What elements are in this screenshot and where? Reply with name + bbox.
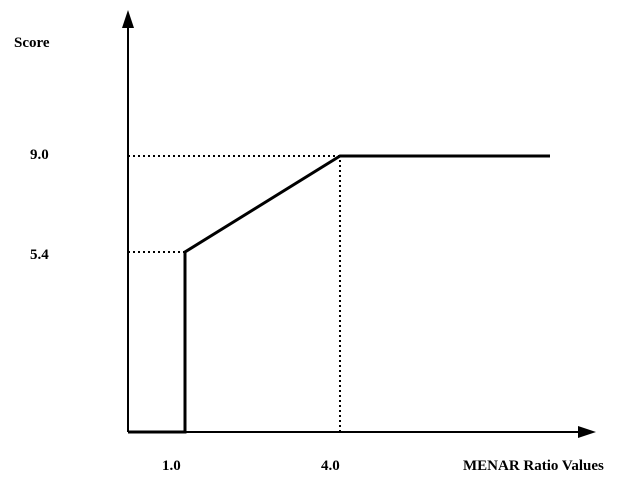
y-tick-label-9-0: 9.0 [30, 147, 49, 163]
y-axis-label: Score [14, 35, 50, 51]
y-axis-arrowhead [122, 10, 134, 28]
series-line-0 [128, 154, 550, 434]
series-layer [128, 154, 550, 434]
x-axis-label: MENAR Ratio Values [463, 458, 604, 474]
x-tick-label-1-0: 1.0 [162, 458, 181, 474]
y-tick-label-5-4: 5.4 [30, 247, 49, 263]
x-axis-arrowhead [578, 426, 596, 438]
reference-lines [128, 155, 341, 432]
x-tick-label-4-0: 4.0 [321, 458, 340, 474]
